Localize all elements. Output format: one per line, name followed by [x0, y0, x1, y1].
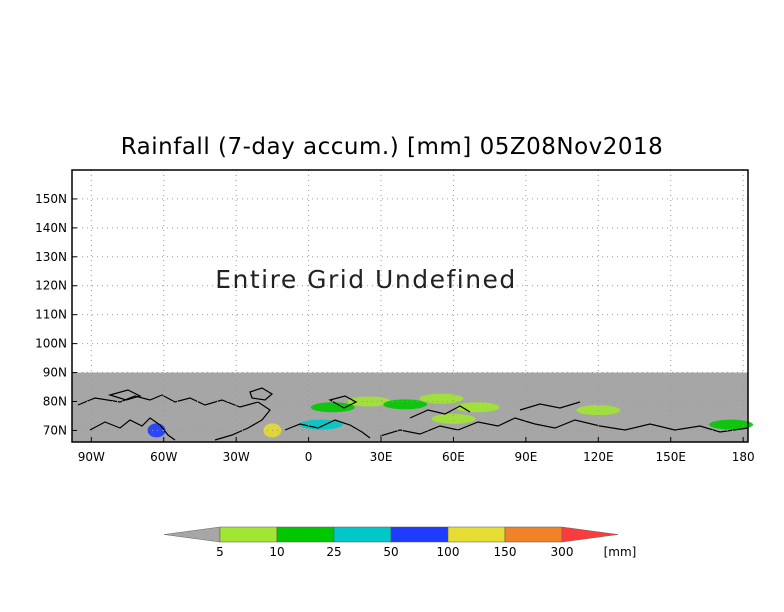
grid-lines: [72, 170, 748, 442]
colorbar-label: 5: [216, 545, 224, 559]
coastline: [409, 405, 471, 419]
rain-patch: [346, 396, 391, 407]
lat-label: 130N: [35, 250, 67, 264]
lon-label: 30E: [370, 450, 393, 464]
coastline: [284, 419, 371, 439]
rain-patch: [383, 399, 428, 410]
lon-label: 60E: [442, 450, 465, 464]
coastline: [107, 389, 142, 401]
colorbar-bin: [504, 526, 563, 543]
lat-label: 110N: [35, 308, 67, 322]
coastline: [249, 387, 274, 401]
colorbar-under-arrow: [163, 526, 221, 543]
rain-patch: [310, 402, 355, 413]
coastline: [379, 417, 749, 437]
coastline: [89, 417, 176, 441]
colorbar-label: 50: [383, 545, 398, 559]
coastlines: [77, 387, 749, 441]
rain-patch: [431, 413, 476, 424]
colorbar-bin: [333, 526, 392, 543]
lat-label: 120N: [35, 279, 67, 293]
lon-label: 150E: [655, 450, 686, 464]
colorbar: 5 10 25 50 100 150 300 [mm]: [163, 526, 637, 559]
lon-label: 180: [732, 450, 755, 464]
lon-label: 120E: [583, 450, 614, 464]
latitude-labels: 150N 140N 130N 120N 110N 100N 90N 80N 70N: [35, 192, 77, 437]
undefined-message: Entire Grid Undefined: [215, 265, 517, 294]
colorbar-bin: [447, 526, 506, 543]
lon-label: 60W: [150, 450, 177, 464]
coastline: [328, 395, 358, 409]
lat-label: 100N: [35, 337, 67, 351]
colorbar-label: 10: [269, 545, 284, 559]
colorbar-label: 150: [494, 545, 517, 559]
colorbar-over-arrow: [561, 526, 619, 543]
lon-label: 0: [305, 450, 313, 464]
coastline: [77, 394, 271, 441]
lat-label: 90N: [43, 366, 67, 380]
lon-label: 90W: [78, 450, 105, 464]
lat-label: 80N: [43, 394, 67, 408]
colorbar-bin: [219, 526, 278, 543]
colorbar-bin: [276, 526, 335, 543]
map-title: Rainfall (7-day accum.) [mm] 05Z08Nov201…: [120, 134, 664, 160]
lat-label: 140N: [35, 221, 67, 235]
lat-label: 150N: [35, 192, 67, 206]
longitude-labels: 90W 60W 30W 0 30E 60E 90E 120E 150E 180: [78, 437, 755, 464]
coastline: [519, 401, 581, 411]
lat-label: 70N: [43, 423, 67, 437]
colorbar-label: 25: [326, 545, 341, 559]
colorbar-unit: [mm]: [604, 545, 637, 559]
map-frame: [71, 169, 749, 443]
lon-label: 30W: [223, 450, 250, 464]
rain-patch: [419, 393, 464, 404]
colorbar-label: 300: [551, 545, 574, 559]
colorbar-bin: [390, 526, 449, 543]
colorbar-label: 100: [437, 545, 460, 559]
lon-label: 90E: [514, 450, 537, 464]
rain-patch: [709, 419, 754, 430]
